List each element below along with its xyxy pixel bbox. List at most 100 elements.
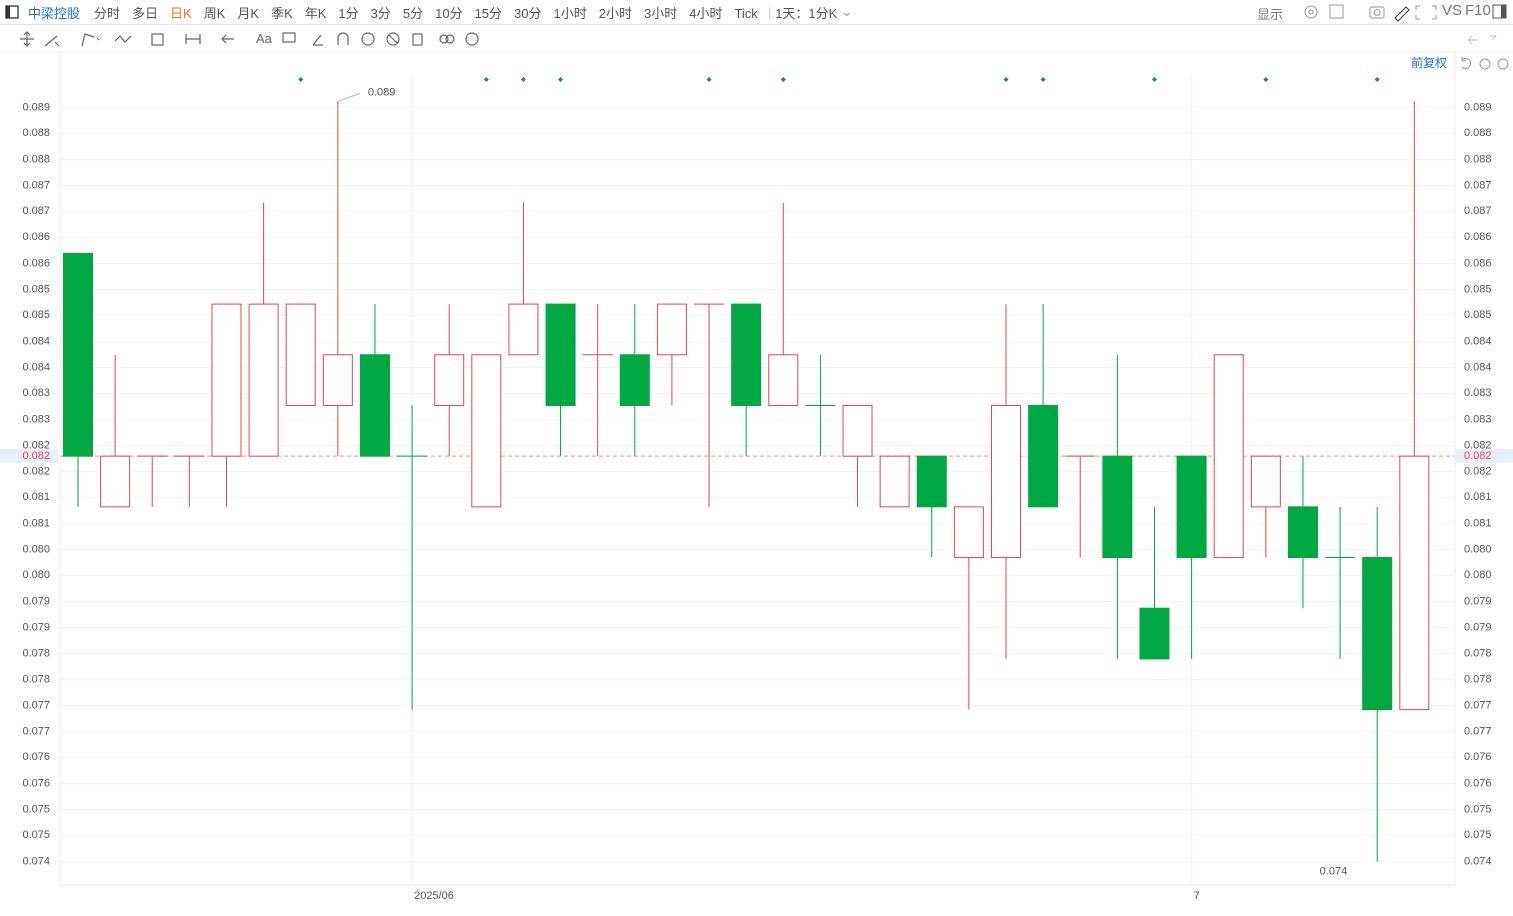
right-icons[interactable]: [1300, 2, 1440, 22]
period-button[interactable]: 10分: [435, 5, 463, 21]
separator: |: [767, 4, 772, 20]
y-tick-label-right: 0.084: [1464, 361, 1492, 373]
candle-body: [100, 455, 131, 508]
event-marker[interactable]: [520, 77, 526, 82]
f10[interactable]: F10: [1465, 2, 1491, 19]
candle-body: [953, 506, 984, 559]
y-tick-label: 0.075: [22, 829, 50, 841]
y-tick-label: 0.076: [22, 778, 50, 790]
y-tick-label: 0.084: [22, 361, 50, 373]
period-button[interactable]: 30分: [514, 5, 542, 21]
y-tick-label-right: 0.075: [1464, 803, 1492, 815]
candle-body: [879, 455, 910, 508]
candle-body: [842, 404, 873, 457]
candle-body: [1213, 354, 1244, 559]
y-tick-label-right: 0.088: [1464, 127, 1492, 139]
y-tick-label: 0.081: [22, 517, 50, 529]
period-button[interactable]: 日K: [170, 5, 192, 21]
period-button[interactable]: Tick: [734, 5, 758, 21]
y-tick-label: 0.086: [22, 257, 50, 269]
period-button[interactable]: 周K: [203, 5, 226, 21]
event-marker[interactable]: [298, 77, 304, 82]
y-tick-label-right: 0.078: [1464, 674, 1492, 686]
period-button[interactable]: 3小时: [643, 5, 678, 21]
y-tick-label-right: 0.085: [1464, 309, 1492, 321]
candle-body: [768, 354, 799, 406]
zoom-in: [1497, 58, 1509, 70]
period-button[interactable]: 1小时: [553, 5, 587, 21]
layout-icon[interactable]: [0, 0, 28, 25]
vs[interactable]: VS: [1442, 2, 1463, 19]
period-button[interactable]: 月K: [237, 5, 260, 21]
tool-icons[interactable]: Aa: [20, 31, 1497, 47]
y-tick-label: 0.076: [22, 751, 50, 763]
y-tick-label-right: 0.086: [1464, 231, 1492, 243]
period-button[interactable]: 15分: [474, 5, 503, 21]
candle-body: [619, 354, 650, 406]
period-button[interactable]: 1分: [338, 5, 359, 21]
period-button[interactable]: 季K: [271, 5, 293, 21]
y-tick-label: 0.081: [22, 491, 50, 503]
event-marker[interactable]: [780, 77, 786, 82]
svg-text:Aa: Aa: [256, 31, 273, 46]
event-marker[interactable]: [483, 77, 489, 82]
candle-body: [545, 303, 576, 406]
y-tick-label-right: 0.077: [1464, 725, 1492, 737]
event-marker[interactable]: [1374, 77, 1380, 82]
last-price-box: [1456, 449, 1513, 464]
x-tick-label: 2025/06: [414, 890, 454, 902]
y-tick-label-right: 0.081: [1464, 491, 1492, 503]
symbol[interactable]: 中梁控股: [28, 5, 81, 21]
drawing-toolbar: Aa: [20, 31, 1497, 47]
period-button[interactable]: 4小时: [689, 5, 723, 21]
zoom-icons[interactable]: [1461, 57, 1509, 70]
event-marker[interactable]: [706, 77, 712, 82]
panel-icon[interactable]: [1492, 4, 1508, 20]
y-tick-label: 0.088: [22, 127, 50, 139]
event-marker[interactable]: [1151, 77, 1157, 82]
period-button[interactable]: 2小时: [598, 5, 632, 21]
y-tick-label-right: 0.074: [1464, 856, 1492, 868]
y-tick-label-right: 0.077: [1464, 699, 1492, 711]
candle-body: [248, 303, 279, 457]
y-tick-label: 0.086: [22, 231, 50, 243]
y-tick-label: 0.079: [22, 621, 50, 633]
y-tick-label: 0.079: [22, 596, 50, 608]
y-tick-label-right: 0.087: [1464, 205, 1492, 217]
period-button[interactable]: 5分: [402, 5, 424, 21]
period-button[interactable]: 分时: [94, 5, 121, 21]
event-marker[interactable]: [1040, 77, 1046, 82]
y-tick-label-right: 0.086: [1464, 257, 1492, 269]
candle-body: [285, 303, 316, 406]
high-label: 0.089: [368, 86, 396, 98]
y-tick-label: 0.074: [22, 856, 50, 868]
y-tick-label: 0.077: [22, 725, 50, 737]
adjust-mode: 前复权: [1411, 55, 1447, 70]
x-tick-label: 7: [1194, 890, 1200, 902]
period-button[interactable]: 多日: [132, 5, 159, 21]
low-label: 0.074: [1320, 866, 1348, 878]
y-tick-label-right: 0.082: [1464, 465, 1492, 477]
y-tick-label-right: 0.079: [1464, 596, 1492, 608]
range[interactable]: 1天：1分K: [775, 5, 838, 21]
y-tick-label: 0.085: [22, 283, 50, 295]
y-tick-label: 0.080: [22, 569, 50, 581]
y-tick-label-right: 0.083: [1464, 414, 1492, 426]
period-button[interactable]: 3分: [370, 5, 391, 21]
candle-body: [991, 404, 1021, 559]
period-button[interactable]: 年K: [304, 5, 327, 21]
candle-body: [1139, 607, 1170, 660]
candle-body: [1176, 455, 1207, 559]
candle-body: [1362, 557, 1393, 711]
candle-body: [916, 455, 947, 508]
y-tick-label-right: 0.079: [1464, 621, 1492, 633]
event-marker[interactable]: [1003, 77, 1009, 82]
candle-body: [1250, 455, 1281, 508]
event-marker[interactable]: [558, 77, 564, 82]
y-tick-label: 0.082: [22, 439, 50, 451]
candle-body: [1399, 455, 1430, 711]
event-marker[interactable]: [1263, 77, 1269, 82]
display[interactable]: 显示: [1257, 7, 1284, 22]
candle-body: [1028, 404, 1059, 508]
